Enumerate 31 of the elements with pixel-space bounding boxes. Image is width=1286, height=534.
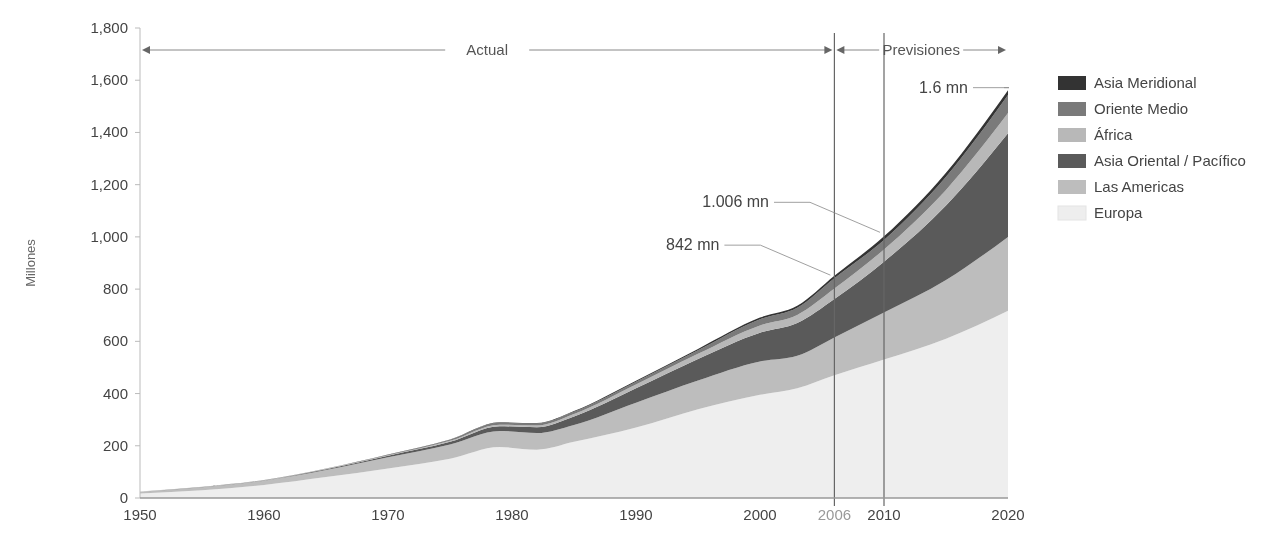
legend-label: África [1094, 126, 1133, 143]
x-tick-label: 2020 [991, 506, 1025, 523]
x-tick-label: 1950 [123, 506, 157, 523]
legend-label: Europa [1094, 204, 1144, 221]
y-tick-label: 200 [102, 436, 128, 454]
x-tick-label: 1960 [247, 506, 281, 523]
y-tick-label: 400 [102, 384, 128, 402]
x-tick-label: 1970 [371, 506, 405, 523]
y-tick-label: 0 [119, 489, 128, 506]
x-tick-label: 2006 [817, 506, 852, 523]
annotation: 1.006 mn [702, 193, 769, 211]
x-tick-label: 2010 [867, 506, 901, 523]
x-tick-label: 2000 [743, 506, 777, 523]
y-tick-label: 600 [102, 332, 128, 350]
annotation: 1.6 mn [919, 78, 968, 96]
y-tick-label: 1,000 [90, 227, 128, 245]
legend-label: Asia Meridional [1094, 74, 1197, 91]
x-tick-label: 1980 [495, 506, 529, 523]
annotation: Actual [466, 41, 509, 58]
legend-label: Oriente Medio [1094, 100, 1189, 117]
y-tick-label: 1,800 [90, 19, 128, 36]
annotation: Previsiones [882, 41, 960, 58]
y-tick-label: 1,200 [90, 175, 128, 193]
x-tick-label: 1990 [619, 506, 653, 523]
annotation: 842 mn [666, 236, 720, 254]
legend-label: Asia Oriental / Pacífico [1094, 152, 1246, 169]
legend-label: Las Americas [1094, 178, 1185, 195]
y-tick-label: 1,400 [90, 123, 128, 141]
y-tick-label: 1,600 [90, 71, 128, 89]
y-axis-title: Millones [23, 238, 38, 287]
y-tick-label: 800 [102, 280, 128, 298]
